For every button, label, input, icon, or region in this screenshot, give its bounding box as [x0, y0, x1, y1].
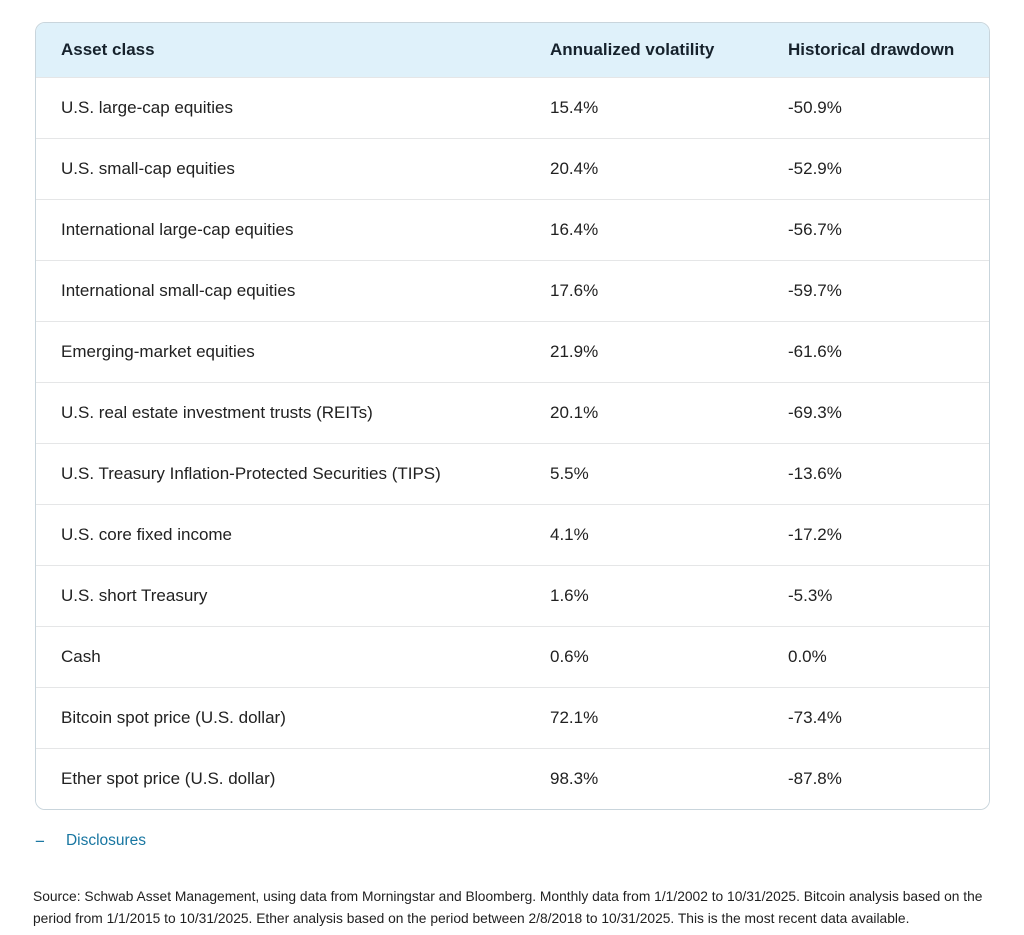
disclosures-link[interactable]: Disclosures — [65, 832, 147, 849]
asset-class-cell: Cash — [61, 647, 101, 666]
drawdown-cell: -13.6% — [788, 464, 842, 483]
asset-class-cell: Bitcoin spot price (U.S. dollar) — [61, 708, 286, 727]
asset-class-cell: International small-cap equities — [61, 281, 296, 300]
volatility-cell: 5.5% — [550, 464, 589, 483]
table-row: U.S. core fixed income 4.1% -17.2% — [36, 504, 989, 565]
disclosures-section: − Disclosures — [35, 832, 146, 850]
volatility-cell: 17.6% — [550, 281, 599, 300]
drawdown-cell: -61.6% — [788, 342, 842, 361]
volatility-cell: 21.9% — [550, 342, 599, 361]
table-header-row: Asset class Annualized volatility Histor… — [36, 23, 989, 77]
drawdown-cell: -52.9% — [788, 159, 842, 178]
table-row: U.S. small-cap equities 20.4% -52.9% — [36, 138, 989, 199]
table-row: Bitcoin spot price (U.S. dollar) 72.1% -… — [36, 687, 989, 748]
table-row: U.S. large-cap equities 15.4% -50.9% — [36, 77, 989, 138]
asset-class-cell: U.S. large-cap equities — [61, 98, 233, 117]
table-row: International large-cap equities 16.4% -… — [36, 199, 989, 260]
asset-class-cell: U.S. real estate investment trusts (REIT… — [61, 403, 373, 422]
source-footnote: Source: Schwab Asset Management, using d… — [33, 889, 983, 926]
drawdown-cell: 0.0% — [788, 647, 827, 666]
asset-class-cell: U.S. short Treasury — [61, 586, 208, 605]
drawdown-cell: -73.4% — [788, 708, 842, 727]
table-row: U.S. real estate investment trusts (REIT… — [36, 382, 989, 443]
table-row: Cash 0.6% 0.0% — [36, 626, 989, 687]
volatility-cell: 1.6% — [550, 586, 589, 605]
volatility-cell: 72.1% — [550, 708, 599, 727]
drawdown-cell: -56.7% — [788, 220, 842, 239]
volatility-cell: 16.4% — [550, 220, 599, 239]
volatility-cell: 98.3% — [550, 769, 599, 788]
drawdown-cell: -17.2% — [788, 525, 842, 544]
drawdown-cell: -5.3% — [788, 586, 833, 605]
collapse-minus-icon[interactable]: − — [35, 831, 45, 851]
volatility-cell: 4.1% — [550, 525, 589, 544]
volatility-cell: 0.6% — [550, 647, 589, 666]
volatility-cell: 15.4% — [550, 98, 599, 117]
table-row: Emerging-market equities 21.9% -61.6% — [36, 321, 989, 382]
column-header-historical-drawdown: Historical drawdown — [788, 40, 955, 59]
asset-class-cell: U.S. Treasury Inflation-Protected Securi… — [61, 464, 441, 483]
asset-class-cell: U.S. small-cap equities — [61, 159, 235, 178]
drawdown-cell: -50.9% — [788, 98, 842, 117]
asset-class-cell: U.S. core fixed income — [61, 525, 233, 544]
drawdown-cell: -69.3% — [788, 403, 842, 422]
asset-class-cell: Ether spot price (U.S. dollar) — [61, 769, 276, 788]
table-row: International small-cap equities 17.6% -… — [36, 260, 989, 321]
column-header-annualized-volatility: Annualized volatility — [550, 40, 715, 59]
drawdown-cell: -59.7% — [788, 281, 842, 300]
table-row: U.S. Treasury Inflation-Protected Securi… — [36, 443, 989, 504]
column-header-asset-class: Asset class — [61, 40, 155, 59]
table-body: U.S. large-cap equities 15.4% -50.9% U.S… — [36, 77, 989, 809]
asset-class-cell: Emerging-market equities — [61, 342, 255, 361]
volatility-cell: 20.1% — [550, 403, 599, 422]
asset-volatility-table: Asset class Annualized volatility Histor… — [35, 22, 990, 810]
drawdown-cell: -87.8% — [788, 769, 842, 788]
table-row: Ether spot price (U.S. dollar) 98.3% -87… — [36, 748, 989, 809]
table-row: U.S. short Treasury 1.6% -5.3% — [36, 565, 989, 626]
volatility-cell: 20.4% — [550, 159, 599, 178]
asset-class-cell: International large-cap equities — [61, 220, 294, 239]
